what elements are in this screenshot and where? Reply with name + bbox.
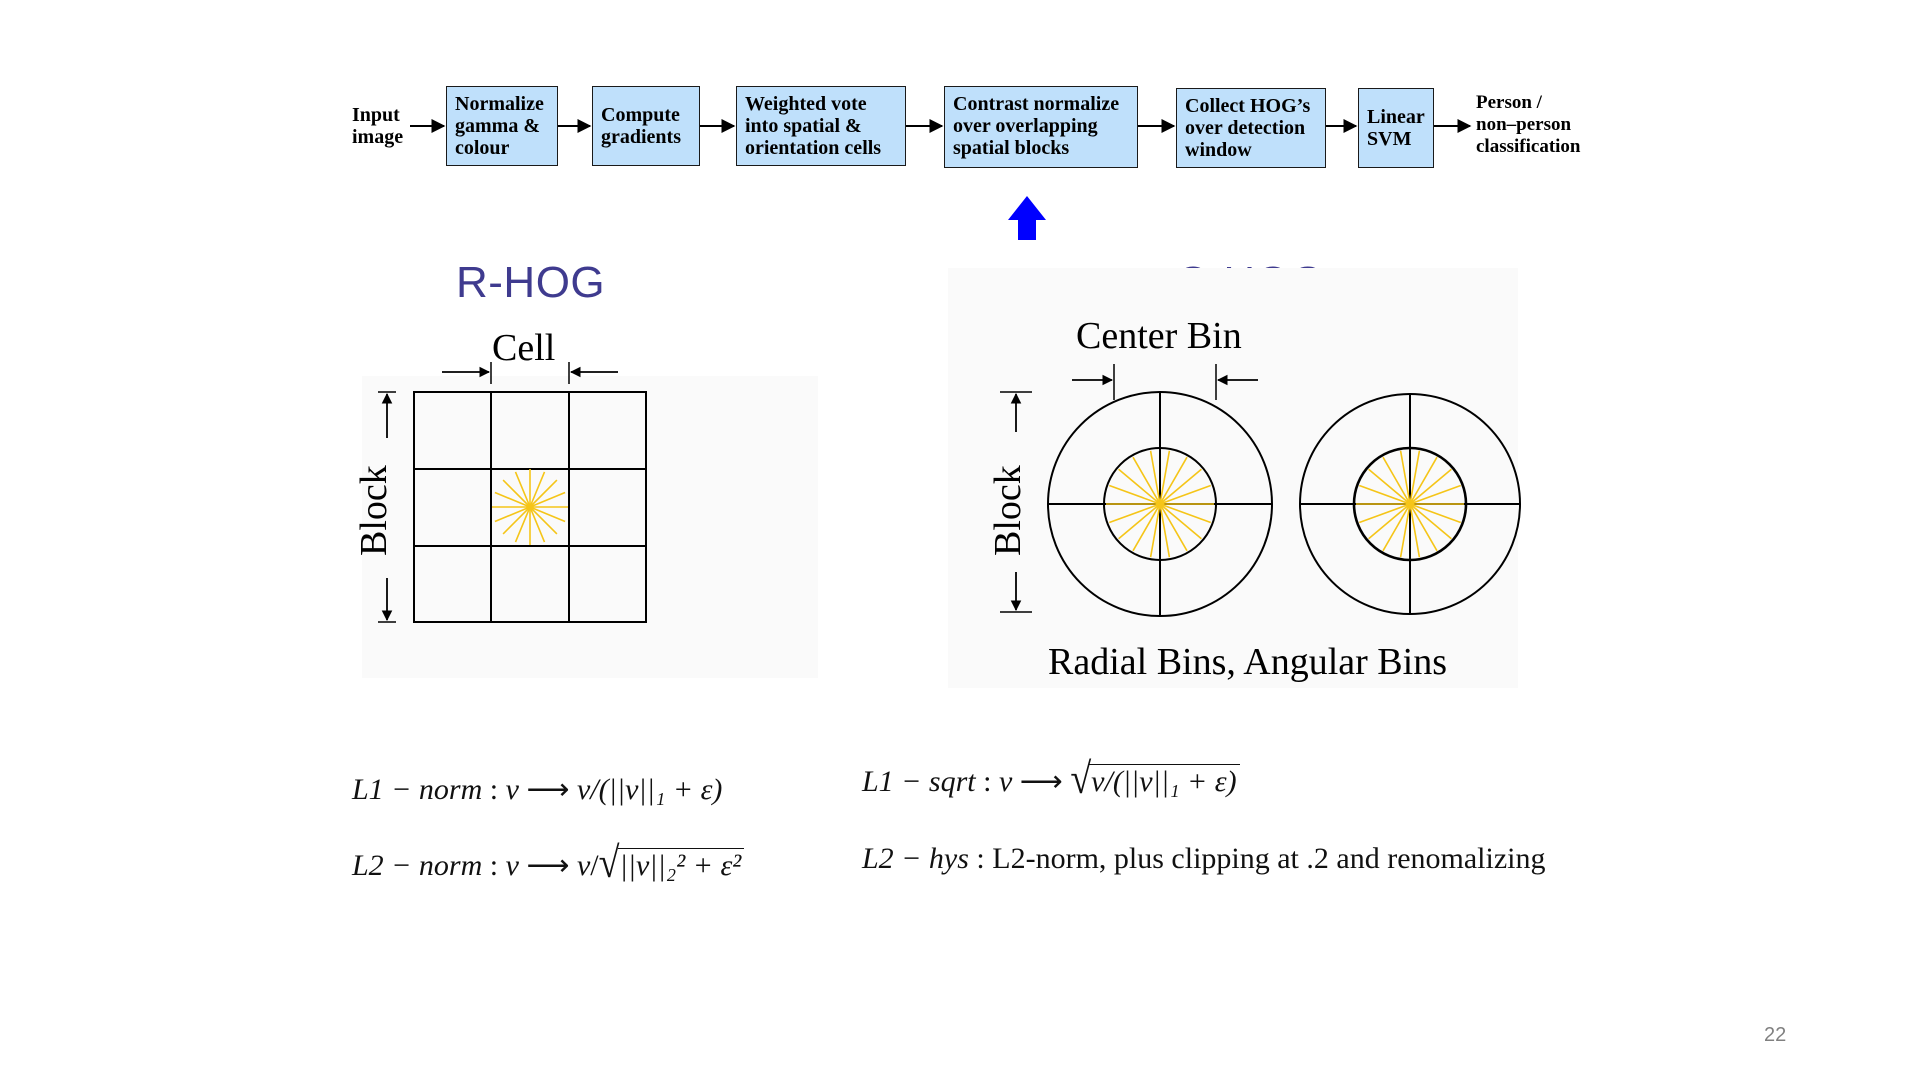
pipeline-step-contrast-normalize: Contrast normalize over overlapping spat… [944,86,1138,168]
orientation-bin-line [529,506,566,523]
pipeline-step-weighted-vote-label: Weighted vote into spatial & orientation… [745,93,882,159]
pipeline-output-label: Person / non–person classification [1476,92,1581,157]
formula-l1-sqrt-expr: v/(||v||₁ + ε) [1089,764,1240,799]
orientation-bin-line [1159,468,1202,505]
rhog-title: R-HOG [456,258,606,307]
orientation-bin-line [494,491,531,508]
pipeline-step-normalize-label: Normalize gamma & colour [455,93,544,159]
formula-l2-norm: L2 − norm : v ⟶ v/√||v||₂² + ε² [352,838,745,888]
orientation-bin-line [502,479,531,508]
orientation-bin-line [1159,503,1202,540]
orientation-bin-line [1409,503,1421,558]
orientation-bin-line [1159,484,1211,505]
orientation-bin-line [1382,503,1411,552]
orientation-bin-line [1159,503,1188,552]
orientation-bin-line [1368,503,1411,540]
orientation-bin-line [1159,450,1171,505]
orientation-bin-line [1159,503,1171,558]
orientation-bin-line [529,506,558,535]
sqrt-icon: √ [598,838,620,888]
orientation-bin-line [494,506,531,523]
rhog-panel [362,376,818,678]
formula-l1-sqrt: L1 − sqrt : v ⟶ √v/(||v||₁ + ε) [862,754,1240,804]
orientation-bin-line [1409,503,1438,552]
pipeline-step-contrast-normalize-label: Contrast normalize over overlapping spat… [953,93,1120,159]
pipeline-step-linear-svm-label: Linear SVM [1367,106,1425,150]
formula-l2-hys-name: L2 − hys [862,842,969,875]
chog-bins-label: Radial Bins, Angular Bins [1048,641,1447,683]
chog-center-bin-label: Center Bin [1076,315,1242,357]
orientation-bin-line [514,506,531,543]
chog-block-label: Block [987,465,1029,556]
orientation-bin-line [529,471,546,508]
orientation-bin-line [1118,468,1161,505]
formula-l1-norm-name: L1 − norm [352,773,483,806]
orientation-bin-line [1109,503,1161,524]
orientation-bin-line [1359,503,1411,524]
pipeline-step-gradients-label: Compute gradients [601,104,681,148]
formula-l1-norm: L1 − norm : v ⟶ v/(||v||₁ + ε) [352,773,723,806]
formula-l1-norm-expr: v/(||v||₁ + ε) [576,773,723,806]
pipeline-step-normalize: Normalize gamma & colour [446,86,558,166]
rhog-block-label: Block [353,465,395,556]
orientation-bin-line [529,491,566,508]
formula-l2-hys-text: L2-norm, plus clipping at .2 and renomal… [992,842,1546,875]
orientation-bin-line [1359,484,1411,505]
formula-l1-sqrt-name: L1 − sqrt [862,765,976,798]
pipeline-step-gradients: Compute gradients [592,86,700,166]
orientation-bin-line [529,506,546,543]
orientation-bin-line [1159,503,1211,524]
formula-l2-norm-name: L2 − norm [352,849,483,882]
pipeline-step-collect-hog-label: Collect HOG’s over detection window [1185,95,1311,161]
sqrt-icon: √ [1070,754,1092,804]
orientation-bin-line [1118,503,1161,540]
orientation-bin-line [1368,468,1411,505]
pipeline-input-label: Input image [352,104,404,148]
orientation-bin-line [1409,450,1421,505]
rhog-orientation-bins [492,469,568,545]
pipeline-step-linear-svm: Linear SVM [1358,88,1434,168]
pipeline-step-weighted-vote: Weighted vote into spatial & orientation… [736,86,906,166]
orientation-bin-line [1409,468,1452,505]
chog-orientation-bins-2 [1356,450,1464,558]
orientation-bin-line [1409,503,1452,540]
orientation-bin-line [529,479,558,508]
pipeline-step-collect-hog: Collect HOG’s over detection window [1176,88,1326,168]
formula-l2-norm-expr: ||v||₂² + ε² [617,848,745,883]
orientation-bin-line [502,506,531,535]
orientation-bin-line [1409,456,1438,505]
orientation-bin-line [514,471,531,508]
formula-l2-hys: L2 − hys : L2-norm, plus clipping at .2 … [862,842,1546,875]
orientation-bin-line [1409,484,1461,505]
orientation-bin-line [1149,503,1161,558]
chog-orientation-bins-1 [1106,450,1214,558]
orientation-bin-line [1109,484,1161,505]
orientation-bin-line [1409,503,1461,524]
orientation-bin-line [1132,503,1161,552]
chog-panel [948,268,1518,688]
orientation-bin-line [1399,503,1411,558]
orientation-bin-line [1159,456,1188,505]
orientation-bin-line [1149,450,1161,505]
page-number: 22 [1764,1024,1787,1046]
orientation-bin-line [1399,450,1411,505]
orientation-bin-line [1382,456,1411,505]
orientation-bin-line [1132,456,1161,505]
rhog-cell-label: Cell [492,327,556,369]
